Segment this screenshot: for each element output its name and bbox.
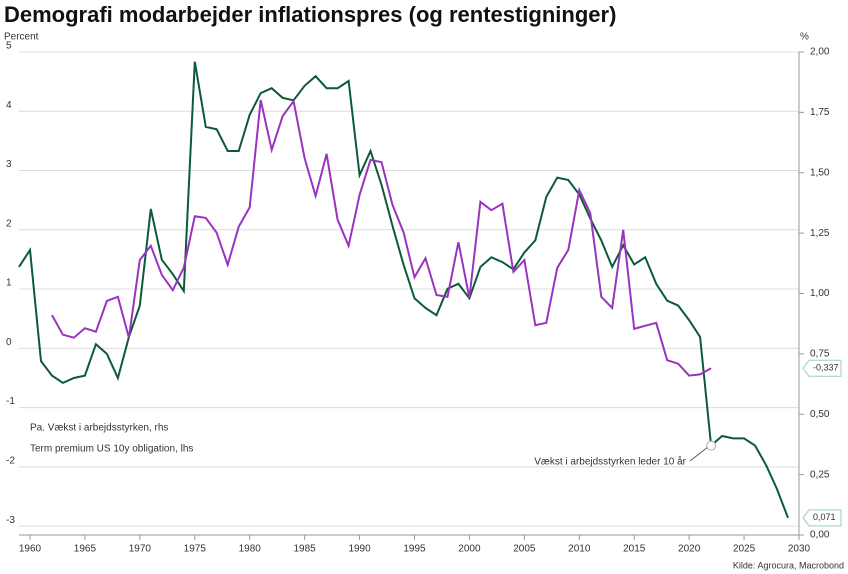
y2-tick-label: 0,75 [810, 349, 830, 360]
x-tick-label: 2005 [513, 544, 536, 555]
y-tick-label: 0 [6, 337, 12, 348]
value-label-box [802, 359, 842, 377]
x-tick-label: 2015 [623, 544, 646, 555]
y-tick-label: 2 [6, 218, 12, 229]
x-tick-label: 1965 [74, 544, 97, 555]
annotation-leader [689, 447, 708, 462]
y2-tick-label: 1,25 [810, 228, 830, 239]
legend-entry: Term premium US 10y obligation, lhs [30, 444, 193, 455]
y-tick-label: -1 [6, 396, 15, 407]
x-tick-label: 2025 [733, 544, 756, 555]
chart-title: Demografi modarbejder inflationspres (og… [4, 2, 616, 27]
annotation: Vækst i arbejdsstyrken leder 10 år [534, 456, 686, 468]
y2-axis-label: % [800, 32, 809, 43]
y2-tick-label: 2,00 [810, 47, 830, 58]
x-tick-label: 1970 [129, 544, 152, 555]
x-tick-label: 2030 [788, 544, 811, 555]
y-tick-label: -2 [6, 455, 15, 466]
series-line [18, 61, 789, 519]
x-tick-label: 1980 [239, 544, 262, 555]
y-tick-label: -3 [6, 515, 15, 526]
value-label: 0,071 [813, 512, 836, 522]
x-tick-label: 1985 [294, 544, 317, 555]
y-tick-label: 5 [6, 41, 12, 52]
value-label-box [802, 509, 842, 527]
y-tick-label: 3 [6, 159, 12, 170]
y2-tick-label: 0,00 [810, 530, 830, 541]
x-tick-label: 2000 [458, 544, 481, 555]
y2-tick-label: 0,50 [810, 409, 830, 420]
y2-tick-label: 1,75 [810, 107, 830, 118]
x-tick-label: 2010 [568, 544, 591, 555]
y-tick-label: 1 [6, 278, 12, 289]
x-tick-label: 1960 [19, 544, 42, 555]
source: Kilde: Agrocura, Macrobond [733, 560, 844, 570]
x-tick-label: 1975 [184, 544, 207, 555]
x-tick-label: 1995 [403, 544, 426, 555]
y2-tick-label: 0,25 [810, 469, 830, 480]
y2-tick-label: 1,00 [810, 288, 830, 299]
x-tick-label: 1990 [348, 544, 371, 555]
annotation-marker [706, 440, 717, 451]
y2-tick-label: 1,50 [810, 167, 830, 178]
series-line [51, 98, 712, 377]
legend-entry: Pa. Vækst i arbejdsstyrken, rhs [30, 423, 168, 434]
y-axis-label: Percent [4, 32, 39, 43]
x-tick-label: 2020 [678, 544, 701, 555]
y-tick-label: 4 [6, 100, 12, 111]
value-label: -0,337 [813, 363, 839, 373]
